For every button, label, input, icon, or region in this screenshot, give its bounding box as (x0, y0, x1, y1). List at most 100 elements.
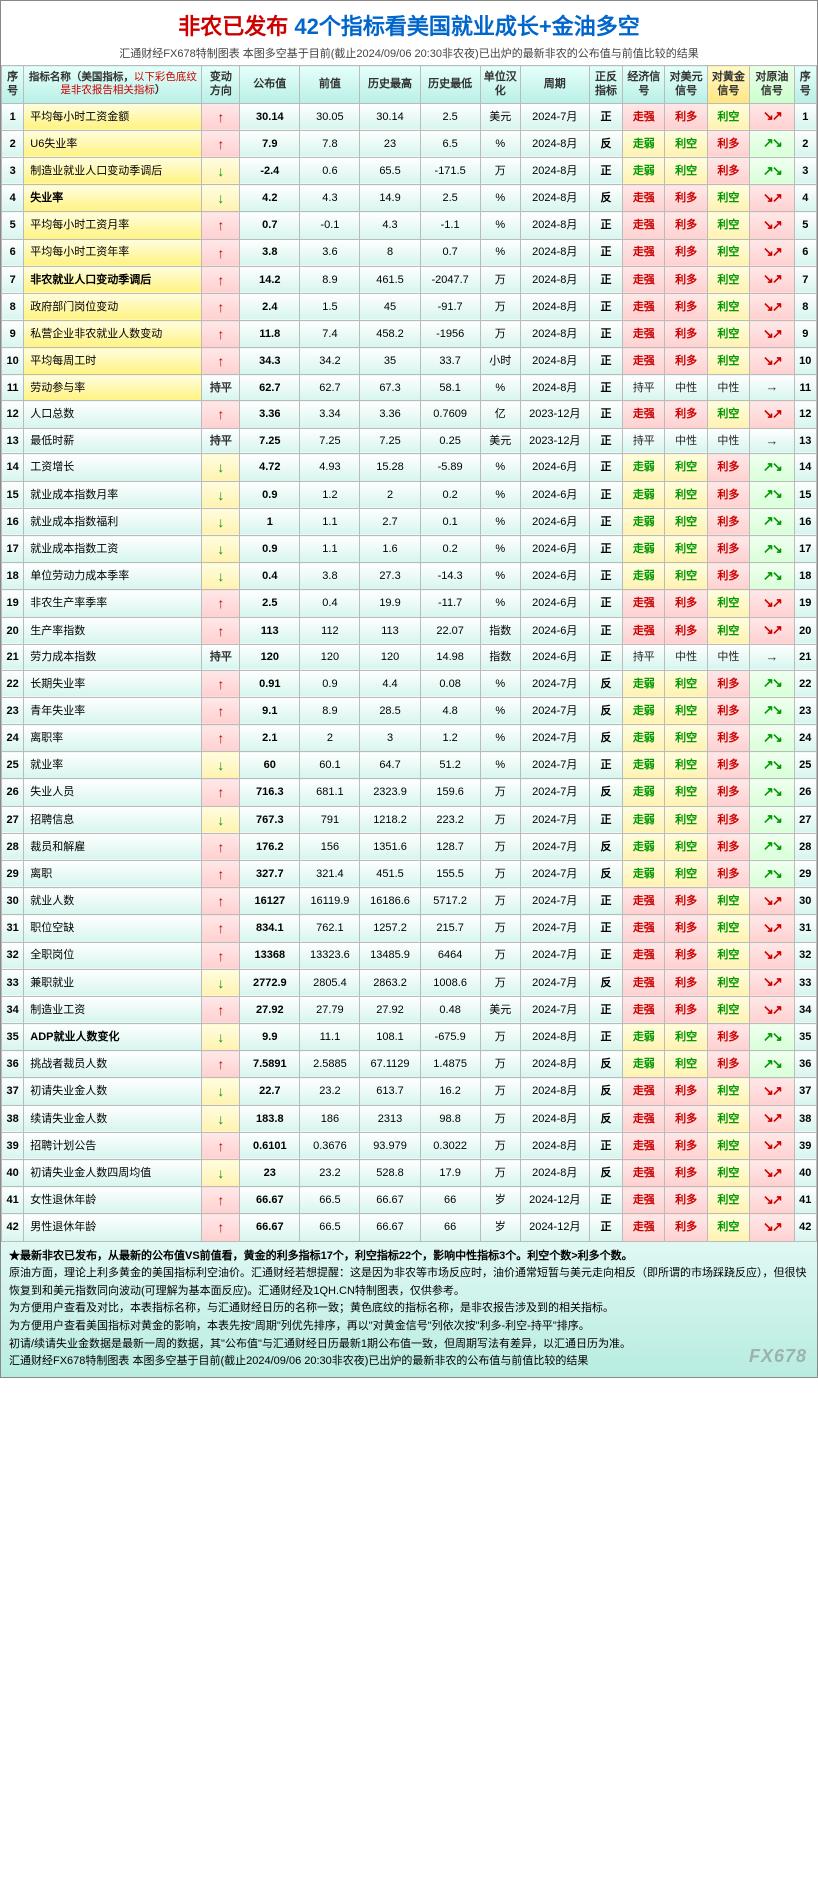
prev-value: 791 (300, 806, 360, 833)
oil-signal (750, 103, 795, 130)
unit-cell: 万 (480, 1132, 520, 1159)
usd-signal: 利多 (665, 348, 707, 375)
econ-signal: 走弱 (623, 1051, 665, 1078)
row-idx: 1 (2, 103, 24, 130)
period-cell: 2024-6月 (520, 590, 589, 617)
direction-cell: ↓ (202, 157, 240, 184)
high-value: 35 (360, 348, 420, 375)
gold-signal: 利空 (707, 1187, 749, 1214)
high-value: 67.3 (360, 375, 420, 401)
period-cell: 2024-8月 (520, 1051, 589, 1078)
row-idx: 10 (2, 348, 24, 375)
row-idx: 32 (2, 942, 24, 969)
prev-value: 0.3676 (300, 1132, 360, 1159)
row-idx: 4 (2, 185, 24, 212)
row-idx-r: 8 (794, 293, 816, 320)
row-idx-r: 40 (794, 1160, 816, 1187)
high-value: 2313 (360, 1105, 420, 1132)
zf-cell: 正 (589, 239, 622, 266)
prev-value: 0.6 (300, 157, 360, 184)
row-idx: 19 (2, 590, 24, 617)
econ-signal: 走弱 (623, 130, 665, 157)
usd-signal: 利多 (665, 942, 707, 969)
watermark: FX678 (749, 1342, 807, 1371)
period-cell: 2024-8月 (520, 212, 589, 239)
econ-signal: 走强 (623, 266, 665, 293)
table-row: 34制造业工资↑27.9227.7927.920.48美元2024-7月正走强利… (2, 996, 817, 1023)
row-idx: 15 (2, 481, 24, 508)
usd-signal: 利多 (665, 1078, 707, 1105)
h-idx: 序号 (2, 66, 24, 104)
high-value: 461.5 (360, 266, 420, 293)
usd-signal: 利多 (665, 1132, 707, 1159)
usd-signal: 利空 (665, 508, 707, 535)
table-row: 4失业率↓4.24.314.92.5%2024-8月反走强利多利空4 (2, 185, 817, 212)
pub-value: 9.1 (240, 697, 300, 724)
zf-cell: 正 (589, 888, 622, 915)
low-value: -14.3 (420, 563, 480, 590)
period-cell: 2024-8月 (520, 239, 589, 266)
indicator-name: 就业成本指数月率 (24, 481, 202, 508)
high-value: 67.1129 (360, 1051, 420, 1078)
title-part1: 非农已发布 (178, 14, 288, 39)
gold-signal: 利多 (707, 157, 749, 184)
low-value: 5717.2 (420, 888, 480, 915)
zf-cell: 正 (589, 103, 622, 130)
prev-value: 3.8 (300, 563, 360, 590)
zf-cell: 反 (589, 1105, 622, 1132)
row-idx-r: 4 (794, 185, 816, 212)
row-idx-r: 29 (794, 860, 816, 887)
gold-signal: 利空 (707, 401, 749, 428)
zf-cell: 反 (589, 725, 622, 752)
indicator-name: 就业成本指数工资 (24, 536, 202, 563)
row-idx-r: 41 (794, 1187, 816, 1214)
econ-signal: 走强 (623, 293, 665, 320)
period-cell: 2024-7月 (520, 779, 589, 806)
econ-signal: 走弱 (623, 536, 665, 563)
low-value: 1.4875 (420, 1051, 480, 1078)
table-row: 13最低时薪持平7.257.257.250.25美元2023-12月正持平中性中… (2, 428, 817, 454)
high-value: 2863.2 (360, 969, 420, 996)
table-row: 30就业人数↑1612716119.916186.65717.2万2024-7月… (2, 888, 817, 915)
high-value: 120 (360, 644, 420, 670)
econ-signal: 走弱 (623, 860, 665, 887)
usd-signal: 利多 (665, 401, 707, 428)
period-cell: 2024-7月 (520, 860, 589, 887)
direction-cell: ↑ (202, 617, 240, 644)
pub-value: 14.2 (240, 266, 300, 293)
low-value: 16.2 (420, 1078, 480, 1105)
high-value: 1218.2 (360, 806, 420, 833)
pub-value: 60 (240, 752, 300, 779)
direction-cell: ↑ (202, 321, 240, 348)
zf-cell: 正 (589, 617, 622, 644)
h-high: 历史最高 (360, 66, 420, 104)
indicator-name: 长期失业率 (24, 670, 202, 697)
low-value: 6464 (420, 942, 480, 969)
direction-cell: ↓ (202, 1160, 240, 1187)
prev-value: 8.9 (300, 266, 360, 293)
oil-signal (750, 1051, 795, 1078)
econ-signal: 持平 (623, 644, 665, 670)
econ-signal: 走强 (623, 103, 665, 130)
period-cell: 2024-8月 (520, 321, 589, 348)
zf-cell: 正 (589, 1024, 622, 1051)
low-value: 66 (420, 1214, 480, 1241)
oil-signal (750, 1160, 795, 1187)
usd-signal: 利空 (665, 725, 707, 752)
period-cell: 2024-7月 (520, 670, 589, 697)
zf-cell: 正 (589, 321, 622, 348)
gold-signal: 利空 (707, 942, 749, 969)
table-row: 20生产率指数↑11311211322.07指数2024-6月正走强利多利空20 (2, 617, 817, 644)
unit-cell: % (480, 563, 520, 590)
gold-signal: 利空 (707, 1105, 749, 1132)
footer-l2: 原油方面，理论上利多黄金的美国指标利空油价。汇通财经若想提醒：这是因为非农等市场… (9, 1265, 809, 1300)
usd-signal: 中性 (665, 428, 707, 454)
pub-value: 66.67 (240, 1214, 300, 1241)
period-cell: 2024-8月 (520, 130, 589, 157)
gold-signal: 利空 (707, 969, 749, 996)
usd-signal: 利空 (665, 752, 707, 779)
high-value: 66.67 (360, 1214, 420, 1241)
pub-value: 2772.9 (240, 969, 300, 996)
zf-cell: 正 (589, 915, 622, 942)
table-row: 15就业成本指数月率↓0.91.220.2%2024-6月正走弱利空利多15 (2, 481, 817, 508)
